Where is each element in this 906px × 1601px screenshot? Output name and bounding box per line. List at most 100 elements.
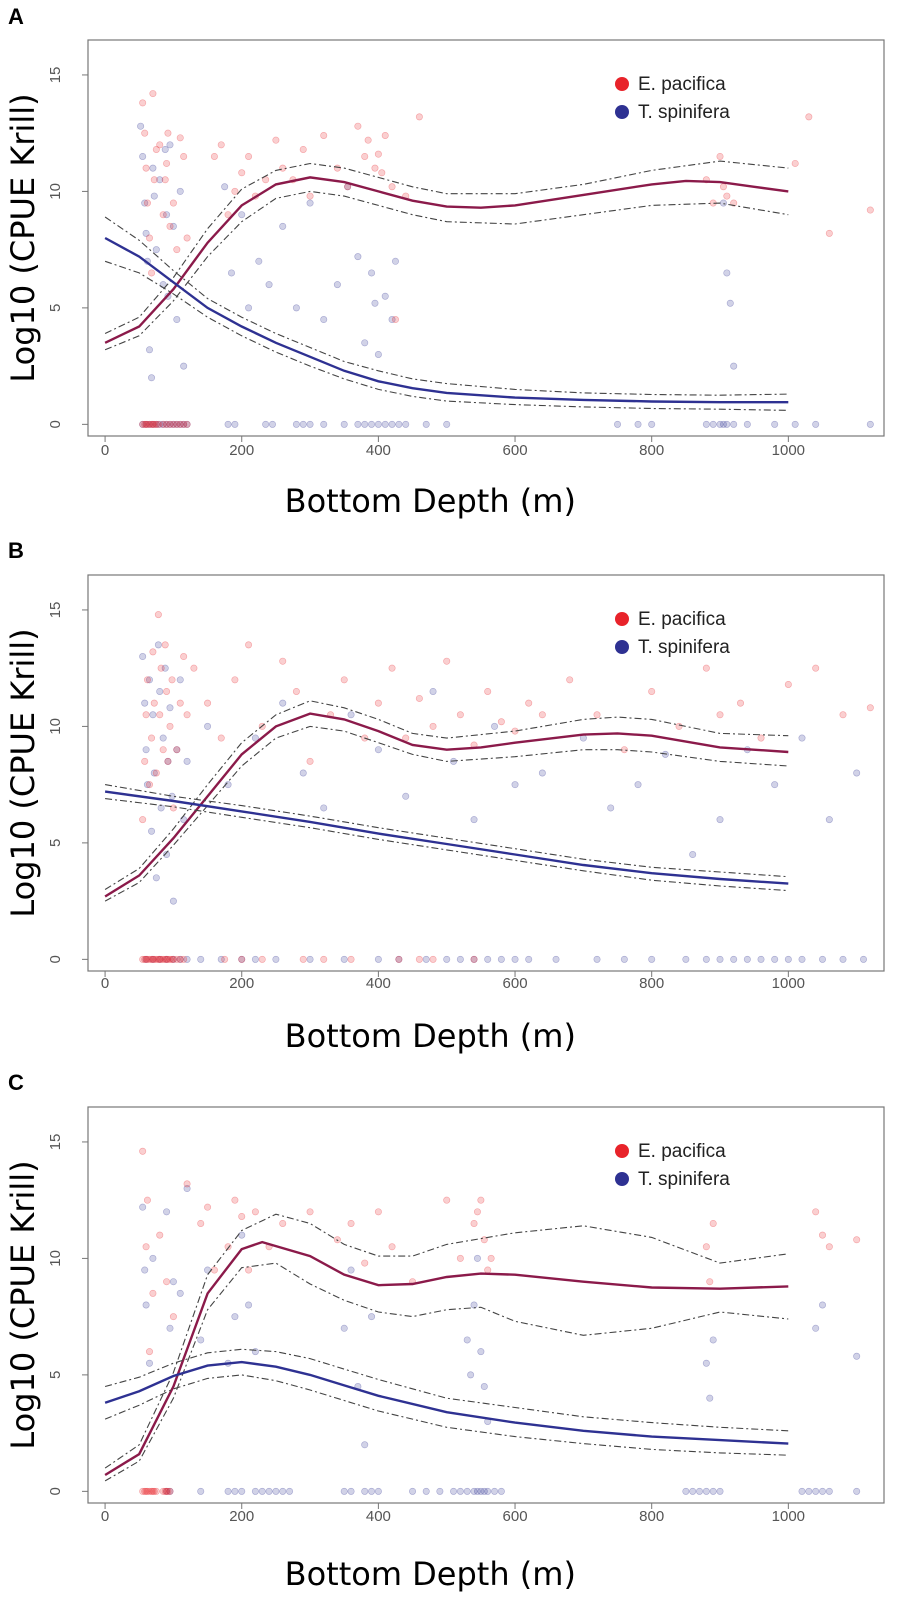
panel-letter: C (8, 1070, 24, 1095)
zero-point-e-pacifica (258, 955, 266, 963)
zero-point-t-spinifera (251, 955, 259, 963)
data-point-t-spinifera (467, 1371, 475, 1379)
data-point-t-spinifera (238, 1231, 246, 1239)
data-point-t-spinifera (142, 1301, 150, 1309)
data-point-e-pacifica (139, 99, 147, 107)
data-point-e-pacifica (279, 1219, 287, 1227)
data-point-e-pacifica (141, 757, 149, 765)
data-point-e-pacifica (161, 176, 169, 184)
zero-point-e-pacifica (154, 420, 162, 428)
ci-upper-t-spinifera (104, 216, 789, 396)
zero-point-t-spinifera (450, 1487, 458, 1495)
zero-point-t-spinifera (374, 955, 382, 963)
data-point-t-spinifera (388, 316, 396, 324)
data-point-t-spinifera (163, 211, 171, 219)
zero-point-t-spinifera (279, 1487, 287, 1495)
data-point-e-pacifica (156, 1231, 164, 1239)
data-point-e-pacifica (180, 653, 188, 661)
zero-point-e-pacifica (395, 955, 403, 963)
legend-marker-t-spinifera (615, 640, 629, 654)
data-point-e-pacifica (354, 122, 362, 130)
zero-point-t-spinifera (723, 420, 731, 428)
zero-point-t-spinifera (183, 420, 191, 428)
x-tick-label: 0 (101, 975, 109, 992)
data-point-e-pacifica (169, 804, 177, 812)
data-point-e-pacifica (173, 246, 181, 254)
zero-point-t-spinifera (197, 1487, 205, 1495)
zero-point-t-spinifera (456, 955, 464, 963)
zero-point-e-pacifica (164, 1487, 172, 1495)
data-point-e-pacifica (791, 159, 799, 167)
data-point-t-spinifera (853, 769, 861, 777)
zero-point-t-spinifera (306, 955, 314, 963)
data-point-e-pacifica (180, 152, 188, 160)
data-point-e-pacifica (279, 657, 287, 665)
zero-point-t-spinifera (798, 1487, 806, 1495)
zero-point-e-pacifica (139, 1487, 147, 1495)
data-point-t-spinifera (166, 141, 174, 149)
zero-point-t-spinifera (272, 1487, 280, 1495)
data-point-e-pacifica (784, 680, 792, 688)
data-point-e-pacifica (716, 152, 724, 160)
data-point-e-pacifica (142, 164, 150, 172)
data-point-e-pacifica (238, 1212, 246, 1220)
data-point-t-spinifera (812, 1324, 820, 1332)
zero-point-t-spinifera (262, 420, 270, 428)
data-point-e-pacifica (164, 757, 172, 765)
zero-point-t-spinifera (347, 1487, 355, 1495)
data-point-e-pacifica (231, 676, 239, 684)
zero-point-t-spinifera (149, 420, 157, 428)
data-point-e-pacifica (388, 183, 396, 191)
zero-point-t-spinifera (784, 955, 792, 963)
data-point-t-spinifera (141, 199, 149, 207)
zero-point-e-pacifica (176, 955, 184, 963)
zero-point-e-pacifica (149, 420, 157, 428)
zero-point-e-pacifica (157, 955, 165, 963)
data-point-e-pacifica (497, 718, 505, 726)
chart-panel-a: A 0 200 400 600 800 1000 0 5 10 15 Bottom Depth (m)… (4, 4, 885, 520)
data-point-e-pacifica (853, 1236, 861, 1244)
zero-point-t-spinifera (593, 955, 601, 963)
data-point-t-spinifera (139, 653, 147, 661)
panel-letter: A (8, 4, 24, 29)
fit-line-t-spinifera (104, 236, 789, 404)
data-point-t-spinifera (538, 769, 546, 777)
data-point-t-spinifera (150, 192, 158, 200)
data-point-t-spinifera (853, 1352, 861, 1360)
zero-point-t-spinifera (149, 955, 157, 963)
ci-lower-t-spinifera (104, 1374, 789, 1456)
zero-point-t-spinifera (231, 1487, 239, 1495)
data-point-t-spinifera (251, 734, 259, 742)
data-point-t-spinifera (148, 827, 156, 835)
zero-point-e-pacifica (163, 1487, 171, 1495)
panel-letter: B (8, 538, 24, 563)
zero-point-e-pacifica (141, 420, 149, 428)
data-point-t-spinifera (154, 641, 162, 649)
zero-point-t-spinifera (819, 1487, 827, 1495)
data-point-t-spinifera (173, 746, 181, 754)
zero-point-e-pacifica (470, 955, 478, 963)
data-point-t-spinifera (391, 257, 399, 265)
y-tick-label: 0 (47, 955, 64, 963)
zero-point-e-pacifica (320, 955, 328, 963)
zero-point-e-pacifica (166, 1487, 174, 1495)
data-point-t-spinifera (145, 676, 153, 684)
zero-point-e-pacifica (347, 955, 355, 963)
data-point-e-pacifica (456, 1254, 464, 1262)
data-point-t-spinifera (279, 222, 287, 230)
zero-point-e-pacifica (150, 1487, 158, 1495)
legend-marker-e-pacifica (615, 612, 629, 626)
data-point-e-pacifica (183, 711, 191, 719)
fit-line-e-pacifica (104, 712, 789, 898)
data-point-e-pacifica (217, 734, 225, 742)
zero-point-t-spinifera (163, 955, 171, 963)
data-point-e-pacifica (675, 722, 683, 730)
data-point-e-pacifica (374, 699, 382, 707)
zero-point-t-spinifera (180, 420, 188, 428)
data-point-e-pacifica (161, 641, 169, 649)
data-point-t-spinifera (176, 187, 184, 195)
zero-point-e-pacifica (139, 955, 147, 963)
y-tick-label: 5 (47, 839, 64, 847)
data-point-e-pacifica (164, 129, 172, 137)
data-point-e-pacifica (866, 704, 874, 712)
